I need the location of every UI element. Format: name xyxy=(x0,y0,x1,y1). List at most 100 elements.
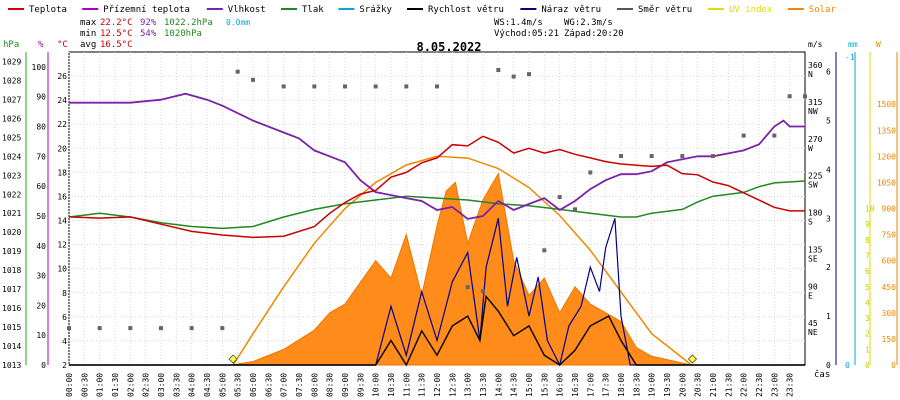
x-tick-27: 13:30 xyxy=(479,373,488,397)
chart-title: 8.05.2022 xyxy=(416,40,481,54)
x-tick-30: 15:00 xyxy=(525,373,534,397)
wind-dir-point-20 xyxy=(557,195,562,200)
axis-pressure-unit: hPa xyxy=(3,40,19,50)
temp-tick-11: 24 xyxy=(57,96,67,105)
x-tick-7: 03:30 xyxy=(172,373,181,397)
stats-panel: max 22.2°C 92% 1022.2hPa 0.0mm min 12.5°… xyxy=(80,18,624,50)
dir-tick-name-2: SE xyxy=(808,254,818,263)
pressure-tick-7: 1020 xyxy=(2,228,21,237)
x-tick-8: 04:00 xyxy=(188,373,197,397)
wind-dir-point-23 xyxy=(619,154,623,159)
pressure-tick-11: 1024 xyxy=(2,152,21,161)
humidity-tick-1: 10 xyxy=(36,331,46,340)
pressure-tick-15: 1028 xyxy=(2,76,21,85)
x-tick-6: 03:00 xyxy=(157,373,166,397)
stat-max-humidity: 92% xyxy=(140,18,157,28)
wind-dir-point-14 xyxy=(465,285,470,290)
legend-label-4: Srážky xyxy=(359,5,392,15)
x-tick-18: 09:00 xyxy=(341,373,350,397)
wind-dir-point-8 xyxy=(281,84,286,89)
dir-tick-name-4: SW xyxy=(808,181,818,190)
wind-tick-2: 2 xyxy=(826,263,831,272)
legend-label-9: Solar xyxy=(809,5,837,15)
x-tick-34: 17:00 xyxy=(586,373,595,397)
x-tick-20: 10:00 xyxy=(372,373,381,397)
wind-tick-3: 3 xyxy=(826,214,831,223)
wind-dir-point-15 xyxy=(481,289,485,294)
x-tick-39: 19:30 xyxy=(663,373,672,397)
uv-tick-10: 10 xyxy=(865,205,875,214)
wind-dir-point-28 xyxy=(772,133,777,138)
x-tick-31: 15:30 xyxy=(540,373,549,397)
pressure-tick-9: 1022 xyxy=(2,190,21,199)
stat-rain: 0.0mm xyxy=(226,18,250,27)
solar-tick-0: 0 xyxy=(891,361,896,370)
wind-dir-point-10 xyxy=(343,84,347,89)
uv-tick-5: 5 xyxy=(865,283,870,292)
wind-dir-point-4 xyxy=(189,326,194,331)
solar-tick-10: 1500 xyxy=(877,100,896,109)
wind-dir-point-1 xyxy=(97,326,102,331)
pressure-tick-12: 1025 xyxy=(2,133,21,142)
x-tick-26: 13:00 xyxy=(464,373,473,397)
uv-tick-9: 9 xyxy=(865,220,870,229)
x-tick-22: 11:00 xyxy=(402,373,411,397)
solar-tick-7: 1050 xyxy=(877,178,896,187)
wind-dir-point-3 xyxy=(159,326,163,331)
dir-tick-name-3: S xyxy=(808,218,813,227)
stat-sunset: Západ:20:20 xyxy=(564,29,624,39)
wind-dir-point-7 xyxy=(251,77,255,82)
stat-sunrise: Východ:05:21 xyxy=(494,29,559,39)
series-solar-area xyxy=(231,172,692,366)
wind-dir-point-24 xyxy=(649,154,654,159)
wind-dir-point-17 xyxy=(511,74,516,79)
stat-max-temp: 22.2°C xyxy=(100,18,133,28)
dir-tick-deg-3: 180 xyxy=(808,209,823,218)
pressure-tick-16: 1029 xyxy=(2,57,21,66)
uv-tick-3: 3 xyxy=(865,314,870,323)
pressure-tick-8: 1021 xyxy=(2,209,21,218)
x-tick-2: 01:00 xyxy=(96,373,105,397)
humidity-tick-9: 90 xyxy=(36,93,46,102)
series-wind-speed xyxy=(69,294,805,367)
uv-tick-8: 8 xyxy=(865,236,870,245)
wind-dir-point-5 xyxy=(220,326,225,331)
wind-dir-point-9 xyxy=(312,84,317,89)
wind-tick-4: 4 xyxy=(826,165,831,174)
legend-label-6: Náraz větru xyxy=(541,5,601,15)
solar-tick-9: 1350 xyxy=(877,126,896,135)
wind-tick-0: 0 xyxy=(826,361,831,370)
x-tick-1: 00:30 xyxy=(80,373,89,397)
wind-dir-point-26 xyxy=(711,154,715,159)
legend-label-2: Vlhkost xyxy=(228,5,266,15)
pressure-tick-4: 1017 xyxy=(2,285,21,294)
legend-label-8: UV index xyxy=(729,5,773,15)
axes: hPa% °C1013101410151016101710181019102010… xyxy=(2,40,898,397)
temp-tick-7: 16 xyxy=(57,192,67,201)
wind-dir-point-11 xyxy=(373,84,378,89)
stat-avg-temp: 16.5°C xyxy=(100,40,133,50)
sun-marker-1 xyxy=(687,354,698,364)
dir-tick-deg-4: 225 xyxy=(808,172,823,181)
x-axis-label: čas xyxy=(814,369,830,380)
humidity-tick-8: 80 xyxy=(36,123,46,132)
legend-label-1: Přízemní teplota xyxy=(103,5,190,15)
solar-tick-5: 750 xyxy=(882,231,897,240)
series-wind-gust xyxy=(69,218,805,367)
stat-wind-speed: WS:1.4m/s xyxy=(494,18,543,28)
humidity-tick-10: 100 xyxy=(32,63,47,72)
x-tick-9: 04:30 xyxy=(203,373,212,397)
uv-tick-2: 2 xyxy=(865,330,870,339)
dir-tick-name-5: W xyxy=(808,144,813,153)
x-tick-11: 05:30 xyxy=(234,373,243,397)
uv-tick-1: 1 xyxy=(865,345,870,354)
x-tick-37: 18:30 xyxy=(632,373,641,397)
axis-wind-unit: m/s xyxy=(808,40,823,49)
x-tick-41: 20:30 xyxy=(694,373,703,397)
wind-dir-point-25 xyxy=(680,154,685,159)
uv-tick-6: 6 xyxy=(865,267,870,276)
temp-tick-10: 22 xyxy=(57,120,67,129)
axis-temp-unit: °C xyxy=(57,40,68,50)
x-tick-35: 17:30 xyxy=(602,373,611,397)
